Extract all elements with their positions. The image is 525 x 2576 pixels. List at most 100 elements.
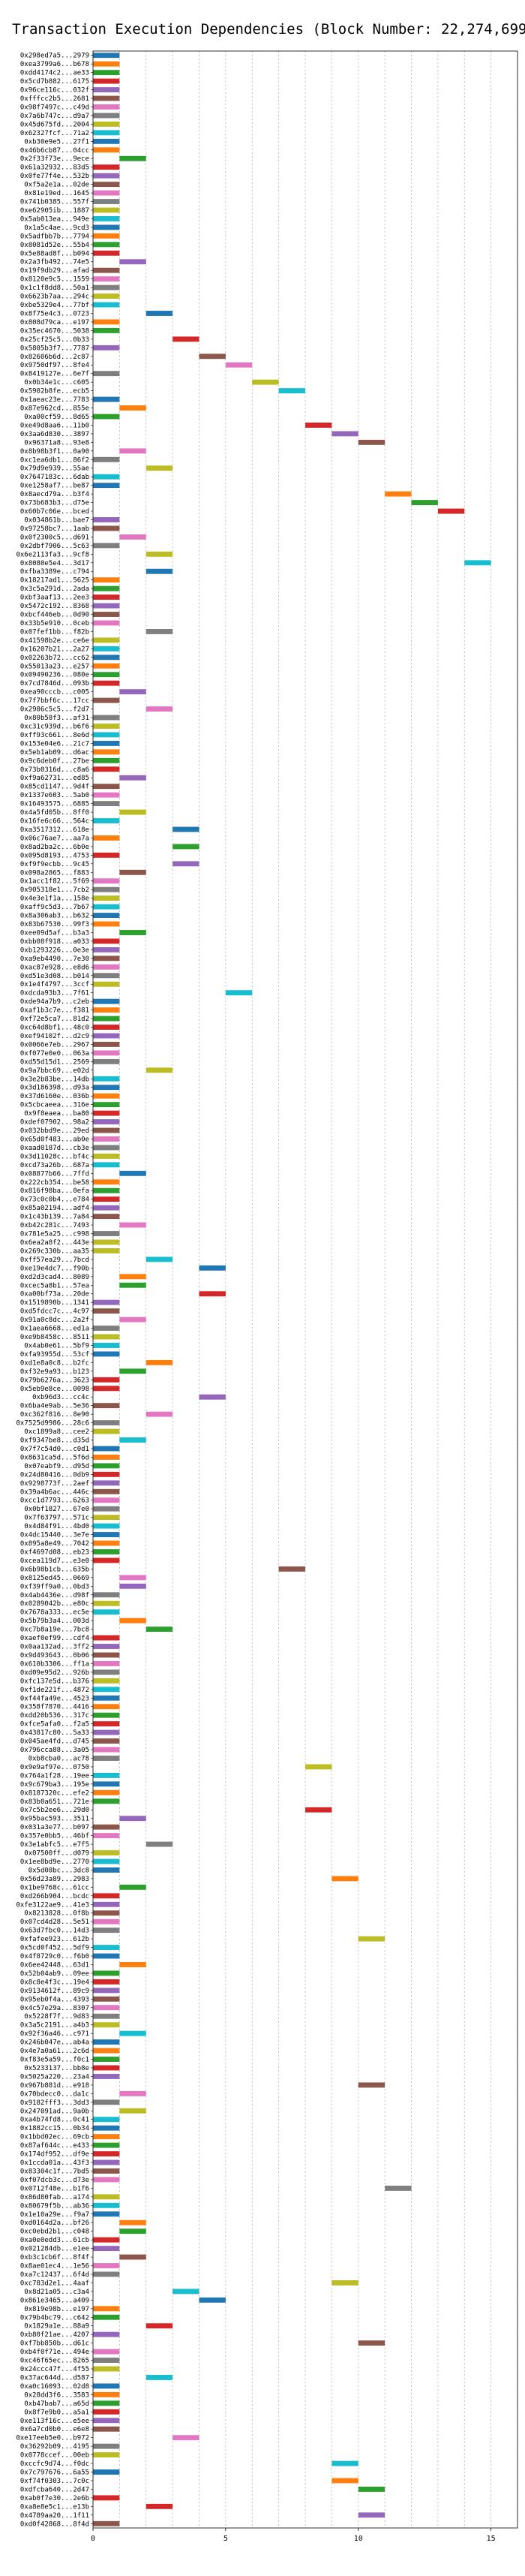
y-tick-label: 0x07500ff...d079 [24,1850,89,1858]
y-tick-label: 0x9298773f...2aef [20,1480,89,1488]
task-bar [93,2331,120,2337]
y-tick-label: 0x45d675fd...2004 [20,121,89,128]
y-tick-label: 0x4dc15440...3e7e [20,1532,89,1539]
y-tick-label: 0x9182fff3...3dd3 [20,2099,89,2107]
y-tick-label: 0x9134612f...89c9 [20,1988,89,1995]
y-tick-label: 0x098a2865...f883 [20,869,89,877]
task-bar [93,2409,120,2415]
y-tick-label: 0xf44fa49e...4523 [20,1695,89,1702]
task-bar [93,904,120,910]
task-bar [93,1403,120,1409]
task-bar [93,1308,120,1314]
y-tick-label: 0x24ccc47f...4f55 [20,2366,89,2373]
task-bar [93,1497,120,1503]
task-bar [358,1936,386,1942]
task-bar [93,233,120,239]
task-bar [119,259,146,265]
task-bar [93,715,120,721]
task-bar [93,2099,120,2105]
y-tick-label: 0xaff9c5d3...7b67 [20,904,89,911]
y-tick-label: 0x41598b2e...ce6e [20,637,89,645]
y-tick-label: 0x8120e9c5...1559 [20,276,89,284]
y-tick-label: 0x174df952...df9e [20,2151,89,2159]
task-bar [93,1480,120,1486]
y-tick-label: 0xe62905ib...1887 [20,207,89,215]
task-bar [93,655,120,661]
task-bar [332,431,358,437]
y-tick-label: 0xb30e9e5...27f1 [24,138,89,146]
y-tick-label: 0x33b5e910...0ceb [20,620,89,627]
y-tick-label: 0xe49d8aa6...11b0 [20,422,89,429]
task-bar [93,1455,120,1460]
y-tick-label: 0xcd73a26b...687a [20,1162,89,1169]
y-tick-label: 0x86d80fab...a174 [20,2194,89,2201]
task-bar [146,551,173,557]
task-bar [172,826,200,832]
y-tick-label: 0x07cd4d28...5e51 [20,1918,89,1926]
y-tick-label: 0xfba3389e...c794 [20,568,89,576]
task-bar [93,886,120,892]
task-bar [93,250,120,256]
task-bar [146,706,173,712]
y-tick-label: 0x034861b...bae7 [24,516,89,524]
task-bar [93,1488,120,1494]
y-tick-label: 0xb42c281c...7493 [20,1222,89,1229]
y-tick-label: 0x8419127e...6e7f [20,371,89,378]
task-bar [93,1377,120,1383]
y-tick-label: 0x62327fcf...71a2 [20,130,89,137]
y-tick-label: 0x8f75e4c3...0723 [20,310,89,317]
task-bar [93,1850,120,1855]
y-tick-label: 0xa7c12437...6f4d [20,2271,89,2279]
y-tick-label: 0x08877b66...7ffd [20,1170,89,1178]
task-bar [93,1248,120,1253]
y-tick-label: 0xc1ea6db1...86f2 [20,456,89,464]
y-tick-label: 0x357e0bb5...46bf [20,1833,89,1840]
task-bar [119,2108,146,2114]
y-tick-label: 0x095d8193...4753 [20,852,89,859]
task-bar [119,448,146,454]
task-bar [93,724,120,729]
task-bar [93,973,120,979]
y-tick-label: 0x4e7a0a61...2c6d [20,2048,89,2055]
y-tick-label: 0x85cd1147...9d4f [20,784,89,791]
task-bar [93,1145,120,1151]
y-tick-label: 0xc64d8bf1...48c0 [20,1025,89,1032]
task-bar [93,1205,120,1211]
task-bar [93,130,120,136]
y-tick-label: 0x73b0316d...c8a6 [20,766,89,774]
y-tick-label: 0x1882cc15...0b34 [20,2125,89,2132]
task-bar [93,2349,120,2355]
y-tick-label: 0x8631ca5d...5f6d [20,1454,89,1461]
task-bar [93,1136,120,1142]
y-tick-label: 0x9a7bbc69...e02d [20,1067,89,1075]
task-bar [93,302,120,308]
y-tick-label: 0xb80f21ae...4207 [20,2331,89,2339]
task-bar [225,990,253,996]
task-bar [93,998,120,1004]
y-tick-label: 0xbb08f918...a033 [20,938,89,946]
y-tick-label: 0x269c330b...aa35 [20,1247,89,1255]
task-bar [93,2159,120,2165]
task-bar [93,1515,120,1521]
y-tick-label: 0xb96d3...cc4c [32,1394,89,1401]
y-tick-label: 0x7a6b747c...d9a7 [20,113,89,120]
task-bar [93,1058,120,1064]
task-bar [93,955,120,961]
y-tick-label: 0xbf3aaf13...2ee3 [20,594,89,602]
task-bar [93,1678,120,1684]
y-tick-label: 0xcc1d7793...6263 [20,1497,89,1505]
y-tick-label: 0x6623b7aa...294c [20,293,89,301]
task-bar [93,345,120,351]
task-bar [93,895,120,901]
task-bar [278,1566,305,1572]
task-bar [119,1317,146,1323]
task-bar [93,1196,120,1202]
task-bar [93,1446,120,1452]
task-bar [93,1721,120,1727]
task-bar [332,1876,358,1882]
task-bar [119,1222,146,1228]
y-tick-label: 0x5ab013ea...949e [20,215,89,223]
task-bar [172,861,200,867]
y-tick-label: 0x83b0a651...721e [20,1798,89,1806]
y-tick-label: 0x1e10a29e...f9a7 [20,2211,89,2219]
